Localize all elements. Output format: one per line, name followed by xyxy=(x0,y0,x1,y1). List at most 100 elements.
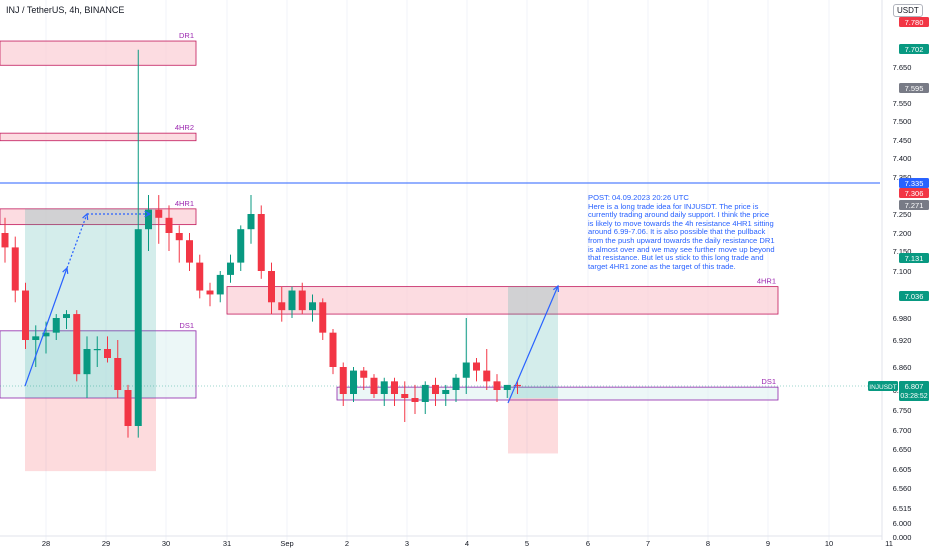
price-badge[interactable] xyxy=(899,83,929,93)
candle-body[interactable] xyxy=(319,302,327,333)
candle-body[interactable] xyxy=(227,262,234,275)
x-tick-label: 9 xyxy=(766,539,770,548)
projection-arrow-dashed[interactable] xyxy=(66,213,88,269)
y-tick-label: 6.860 xyxy=(893,363,912,372)
candle-body[interactable] xyxy=(42,332,50,337)
candle-body[interactable] xyxy=(73,314,81,375)
candle-body[interactable] xyxy=(257,214,265,271)
note-line: Here is a long trade idea for INJUSDT. T… xyxy=(588,201,759,211)
candle-body[interactable] xyxy=(104,349,111,358)
candle-body[interactable] xyxy=(421,384,429,402)
zone-label: DS1 xyxy=(179,321,194,330)
note-line: that resistance. But let us stick to thi… xyxy=(588,253,764,263)
zone-dr1-box[interactable] xyxy=(0,40,197,66)
candle-body[interactable] xyxy=(268,271,275,303)
candle-body[interactable] xyxy=(483,370,491,382)
candle-body[interactable] xyxy=(278,302,286,311)
last-price-countdown: 03:28:52 xyxy=(900,393,927,400)
candle-body[interactable] xyxy=(298,290,306,311)
candle-body[interactable] xyxy=(63,314,70,318)
zone-4hr2-box[interactable] xyxy=(0,132,197,142)
zone-4hr1-box[interactable] xyxy=(226,286,779,315)
price-badge[interactable] xyxy=(899,200,929,210)
x-tick-label: 29 xyxy=(102,539,110,548)
price-badge[interactable] xyxy=(899,44,929,54)
y-tick-label: 7.200 xyxy=(893,229,912,238)
candle-body[interactable] xyxy=(237,229,245,263)
symbol-title[interactable]: INJ / TetherUS, 4h, BINANCE xyxy=(6,5,125,15)
candle-body[interactable] xyxy=(114,358,122,390)
candle-body[interactable] xyxy=(52,318,60,333)
candle-body[interactable] xyxy=(11,247,19,291)
y-tick-label: 7.350 xyxy=(893,173,912,182)
candle-body[interactable] xyxy=(124,390,132,426)
candle-body[interactable] xyxy=(493,381,501,390)
note-line: is almost over and we may see further mo… xyxy=(588,244,775,254)
note-line: target 4HR1 zone as the target of this t… xyxy=(588,261,736,271)
price-badge[interactable] xyxy=(899,188,929,198)
candle-body[interactable] xyxy=(175,233,183,241)
candle-body[interactable] xyxy=(309,302,316,311)
candle-body[interactable] xyxy=(370,377,378,394)
candle-body[interactable] xyxy=(473,362,480,371)
candle-body[interactable] xyxy=(350,370,357,394)
y-tick-label: 7.650 xyxy=(893,63,912,72)
candle-body[interactable] xyxy=(411,398,419,402)
candle-body[interactable] xyxy=(329,332,337,367)
candle-body[interactable] xyxy=(442,390,450,394)
last-price-badge[interactable] xyxy=(899,381,929,401)
candle-body[interactable] xyxy=(360,370,368,378)
position-loss-area[interactable] xyxy=(508,398,558,454)
x-tick-label: 2 xyxy=(345,539,349,548)
y-tick-label: 6.650 xyxy=(893,445,912,454)
candle-body[interactable] xyxy=(134,229,142,426)
price-badge-label: 7.131 xyxy=(905,254,924,263)
projection-arrow[interactable] xyxy=(24,267,68,387)
note-line: around 6.99-7.06. It is also possible th… xyxy=(588,227,766,237)
candle-body[interactable] xyxy=(93,349,101,351)
position-loss-area[interactable] xyxy=(25,398,156,472)
candle-body[interactable] xyxy=(145,209,152,230)
candle-body[interactable] xyxy=(462,362,470,378)
candle-body[interactable] xyxy=(216,274,224,295)
candle-body[interactable] xyxy=(432,384,439,394)
price-badge-label: 7.702 xyxy=(905,45,924,54)
y-tick-label: 6.605 xyxy=(893,465,912,474)
price-badge[interactable] xyxy=(899,253,929,263)
y-tick-label: 7.150 xyxy=(893,247,912,256)
price-badge-label: 7.595 xyxy=(905,84,924,93)
last-price-symbol-badge[interactable] xyxy=(868,381,898,391)
candle-body[interactable] xyxy=(391,381,398,394)
candle-body[interactable] xyxy=(380,381,388,394)
price-badge[interactable] xyxy=(899,291,929,301)
candle-body[interactable] xyxy=(83,349,91,375)
candle-body[interactable] xyxy=(452,377,460,390)
candle-body[interactable] xyxy=(165,217,173,233)
x-tick-label: 30 xyxy=(162,539,170,548)
price-badge-label: 7.780 xyxy=(905,18,924,27)
candle-body[interactable] xyxy=(514,384,521,387)
note-line: is likely to move towards the 4h resista… xyxy=(588,218,774,228)
price-badge[interactable] xyxy=(899,178,929,188)
currency-badge[interactable]: USDT xyxy=(893,4,923,17)
x-tick-label: Sep xyxy=(280,539,293,548)
x-tick-label: 7 xyxy=(646,539,650,548)
candle-body[interactable] xyxy=(196,262,204,291)
candle-body[interactable] xyxy=(288,290,296,311)
candle-body[interactable] xyxy=(32,336,40,340)
price-badge[interactable] xyxy=(899,17,929,27)
y-tick-label: 6.700 xyxy=(893,426,912,435)
candle-body[interactable] xyxy=(1,233,9,248)
candle-body[interactable] xyxy=(503,384,511,390)
candle-body[interactable] xyxy=(22,290,29,340)
x-tick-label: 31 xyxy=(223,539,231,548)
candle-body[interactable] xyxy=(401,394,409,398)
candle-body[interactable] xyxy=(247,214,255,230)
note-line: POST: 04.09.2023 20:26 UTC xyxy=(588,193,689,202)
candle-body[interactable] xyxy=(186,240,193,263)
candle-body[interactable] xyxy=(155,209,163,218)
candle-body[interactable] xyxy=(339,367,347,394)
projection-arrow[interactable] xyxy=(507,285,559,404)
candle-body[interactable] xyxy=(206,290,214,295)
